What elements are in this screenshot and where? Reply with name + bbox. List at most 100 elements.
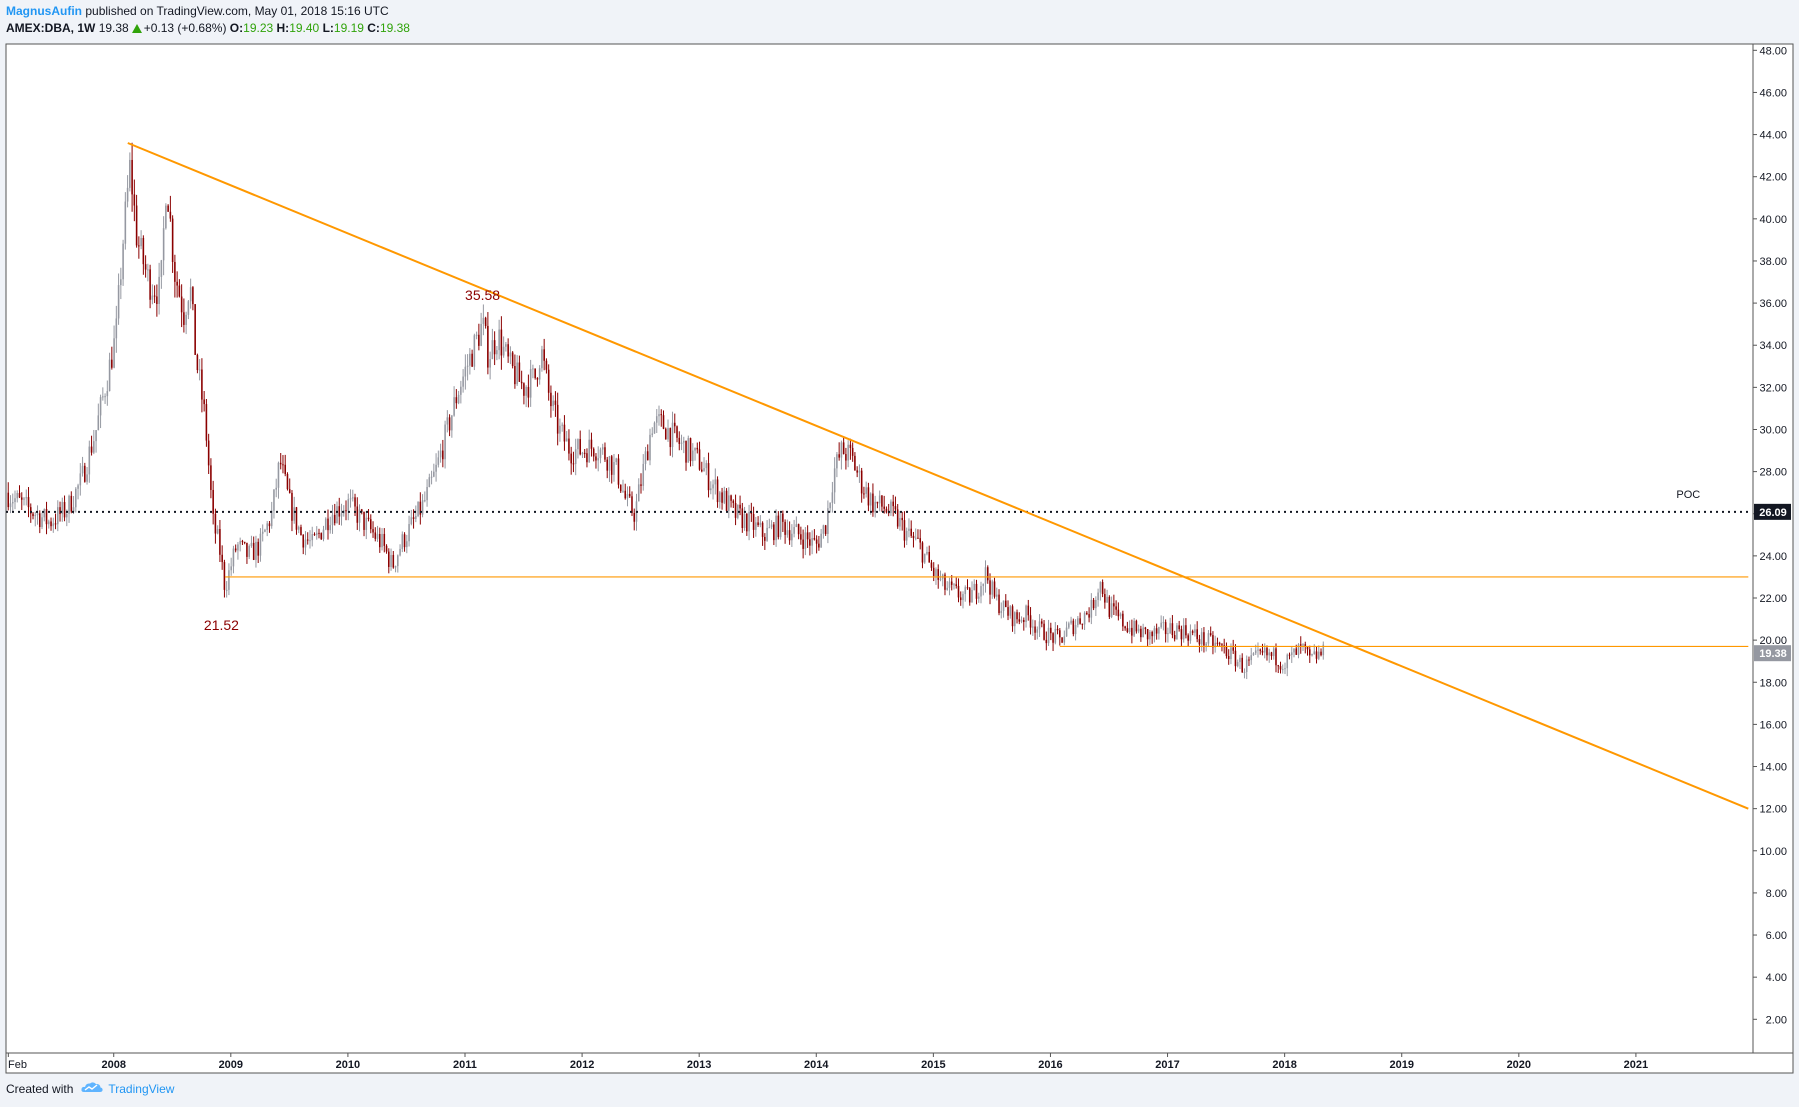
- candle-body: [637, 484, 640, 502]
- candle-body: [959, 597, 962, 601]
- candle-body: [565, 438, 568, 442]
- candle-body: [270, 510, 273, 527]
- candle-body: [196, 354, 199, 371]
- candle-body: [732, 500, 735, 504]
- candle-body: [277, 462, 280, 488]
- candle-body: [939, 578, 942, 580]
- candle-body: [1270, 652, 1273, 657]
- candle-body: [340, 513, 343, 517]
- candle-series[interactable]: [7, 142, 1325, 680]
- candle-body: [784, 521, 786, 535]
- candle-body: [1115, 606, 1117, 610]
- candle-body: [1153, 628, 1156, 637]
- candle-body: [45, 509, 48, 525]
- candle-body: [1182, 625, 1185, 640]
- candle-body: [183, 312, 185, 325]
- candle-body: [577, 439, 579, 450]
- candle-body: [385, 545, 388, 552]
- candle-body: [518, 362, 521, 382]
- candle-body: [1306, 646, 1309, 650]
- candle-body: [840, 442, 843, 458]
- candle-body: [903, 520, 906, 541]
- candle-body: [538, 368, 541, 380]
- candle-body: [554, 400, 557, 405]
- candle-body: [791, 533, 793, 541]
- candle-body: [102, 396, 104, 398]
- candle-body: [838, 454, 840, 458]
- candle-body: [1038, 621, 1041, 630]
- candle-body: [430, 476, 433, 478]
- candle-body: [1119, 613, 1122, 617]
- candle-body: [1045, 639, 1048, 644]
- candle-body: [746, 513, 748, 532]
- candle-body: [622, 490, 624, 492]
- candle-body: [478, 334, 480, 346]
- drawing-overlays[interactable]: POC: [6, 142, 1749, 810]
- tradingview-link[interactable]: TradingView: [108, 1081, 175, 1096]
- candle-body: [480, 323, 482, 346]
- candle-body: [1293, 648, 1295, 653]
- symbol-title[interactable]: AMEX:DBA, 1W: [6, 21, 96, 35]
- candle-body: [1248, 659, 1250, 661]
- candle-body: [9, 503, 12, 508]
- plot-area[interactable]: [6, 44, 1753, 1053]
- candle-body: [917, 537, 919, 539]
- candle-body: [1234, 650, 1237, 667]
- candle-body: [451, 415, 453, 431]
- candle-body: [874, 501, 876, 513]
- candle-body: [1074, 625, 1077, 635]
- candle-body: [286, 473, 289, 490]
- candle-body: [363, 511, 365, 530]
- candle-body: [259, 533, 262, 556]
- candle-body: [63, 501, 66, 518]
- candle-body: [1158, 627, 1160, 634]
- candle-body: [710, 488, 712, 491]
- candle-body: [608, 456, 611, 471]
- candle-body: [1302, 644, 1304, 646]
- candle-body: [1245, 659, 1248, 672]
- candle-body: [99, 397, 102, 416]
- candle-body: [176, 281, 178, 286]
- candle-body: [448, 417, 451, 431]
- candle-body: [1227, 656, 1230, 660]
- high-value: 19.40: [289, 21, 320, 35]
- candle-body: [1004, 600, 1007, 608]
- candle-body: [437, 457, 440, 465]
- candle-body: [1095, 600, 1097, 609]
- candle-body: [417, 501, 419, 517]
- tradingview-cloud-icon[interactable]: [81, 1081, 103, 1096]
- descending-trendline[interactable]: [127, 142, 1749, 810]
- candle-body: [782, 513, 784, 522]
- candle-body: [1180, 629, 1183, 640]
- candle-body: [748, 512, 750, 532]
- candle-body: [547, 369, 550, 393]
- candle-body: [1212, 635, 1214, 648]
- time-axis[interactable]: [6, 1053, 1793, 1073]
- author-link[interactable]: MagnusAufin: [6, 4, 82, 18]
- candle-body: [90, 446, 93, 453]
- candle-body: [93, 441, 95, 453]
- candle-body: [1297, 644, 1300, 655]
- candle-body: [158, 276, 160, 304]
- candle-body: [309, 540, 311, 542]
- candle-body: [68, 495, 70, 514]
- candle-body: [890, 501, 892, 514]
- candle-body: [914, 537, 917, 539]
- candle-body: [1295, 648, 1298, 655]
- y-tick-label: 14.00: [1759, 762, 1787, 774]
- candle-body: [293, 507, 296, 521]
- candle-body: [419, 501, 422, 515]
- candle-body: [1176, 625, 1178, 640]
- candle-body: [1185, 625, 1187, 636]
- candle-body: [568, 438, 570, 454]
- candle-body: [660, 414, 663, 416]
- candle-body: [47, 521, 50, 525]
- candle-body: [1284, 668, 1286, 670]
- candle-body: [446, 417, 449, 425]
- x-tick-label: 2021: [1624, 1059, 1648, 1071]
- candle-body: [279, 462, 282, 465]
- price-axis[interactable]: [1753, 44, 1793, 1053]
- candle-body: [770, 524, 773, 528]
- candle-body: [466, 365, 469, 367]
